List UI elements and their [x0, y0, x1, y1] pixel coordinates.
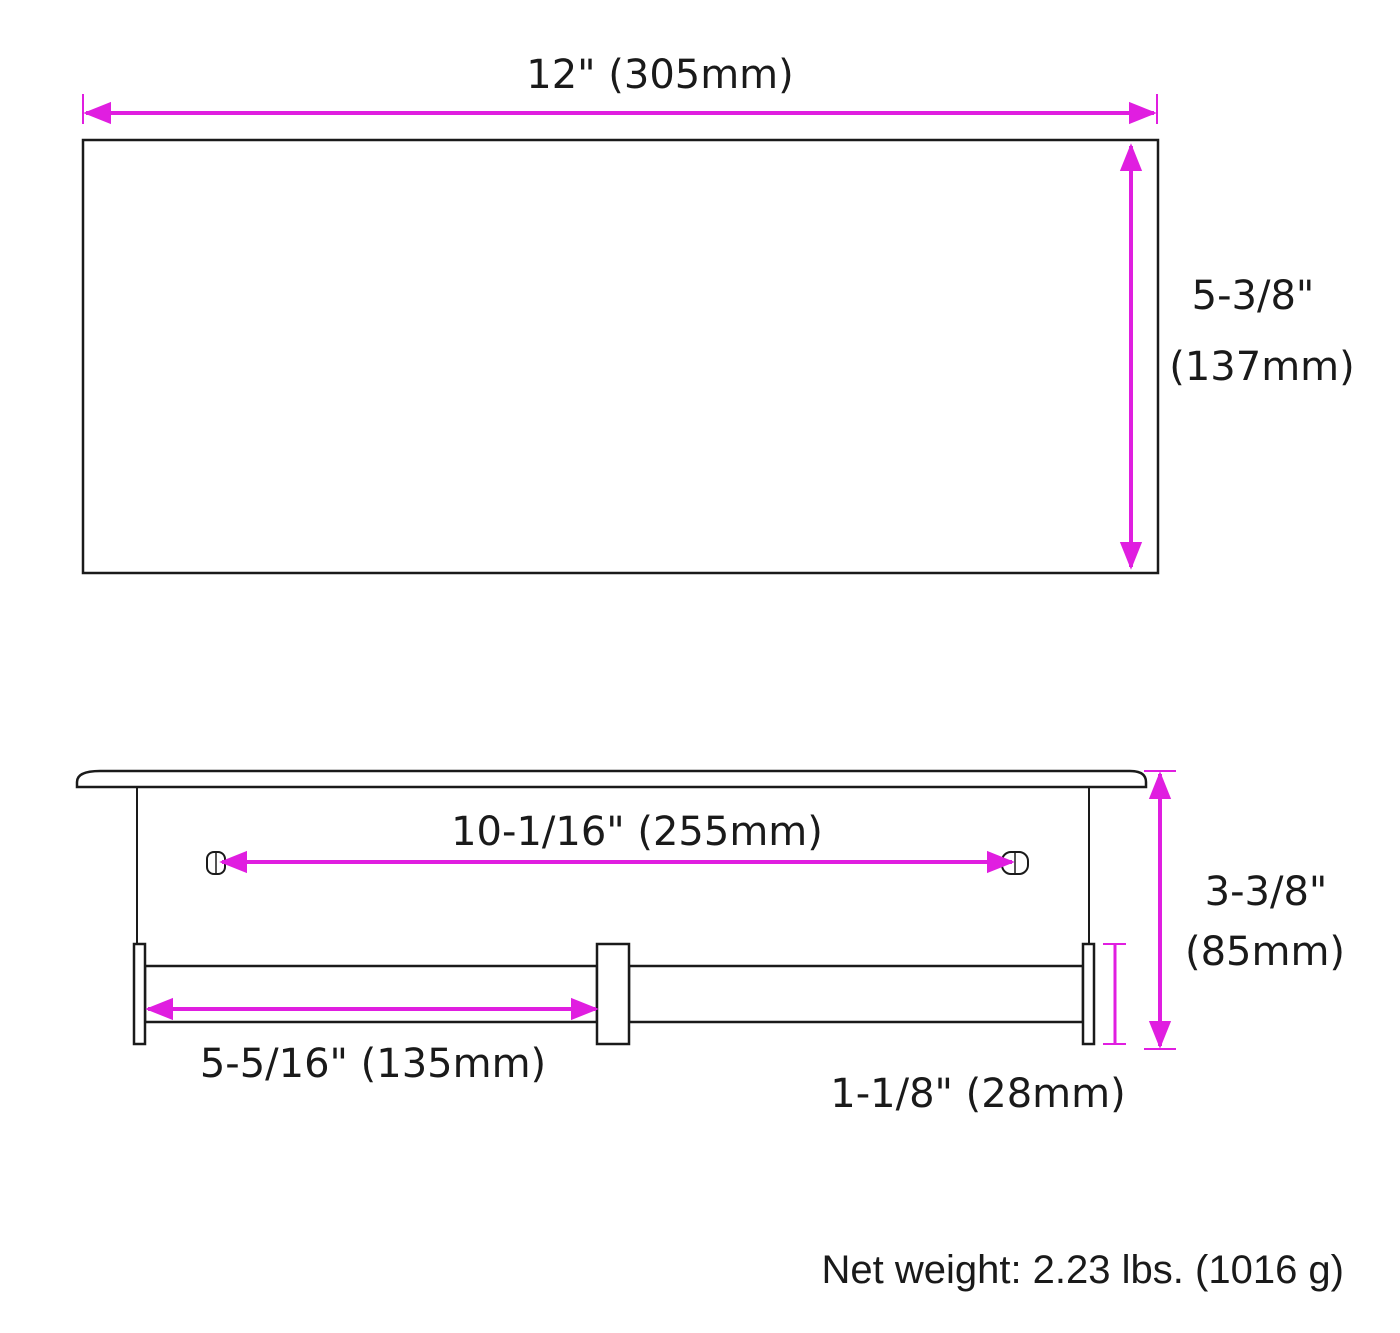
shelf-top-outline [81, 138, 1160, 575]
width-label: 12" (305mm) [526, 52, 794, 98]
left-rail [143, 964, 599, 1024]
top-view: 12" (305mm) 5-3/8" (137mm) [81, 52, 1355, 575]
depth-label-line2: (137mm) [1169, 344, 1355, 390]
half-length-label: 5-5/16" (135mm) [200, 1041, 546, 1087]
net-weight-label: Net weight: 2.23 lbs. (1016 g) [821, 1248, 1344, 1292]
depth-label-line1: 5-3/8" [1192, 273, 1315, 319]
shelf-plate [75, 769, 1148, 789]
mount-spacing-label: 10-1/16" (255mm) [451, 809, 823, 855]
left-end-cap [132, 942, 147, 1046]
right-rail [627, 964, 1085, 1024]
height-label-line2: (85mm) [1185, 929, 1345, 975]
right-end-cap [1081, 942, 1096, 1046]
center-connector [595, 942, 631, 1046]
height-label-line1: 3-3/8" [1205, 869, 1328, 915]
rail-height-label: 1-1/8" (28mm) [830, 1071, 1125, 1117]
front-view: 10-1/16" (255mm) 5-5/16" (135mm) 1-1/8" … [75, 769, 1345, 1117]
